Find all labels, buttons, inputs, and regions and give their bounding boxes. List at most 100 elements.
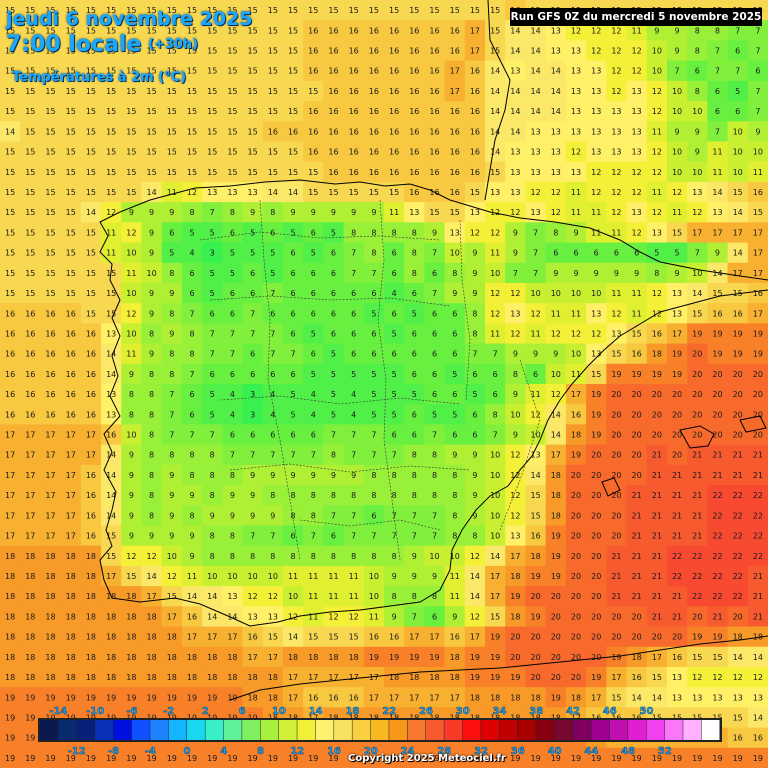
temperature-cell — [444, 444, 466, 466]
temperature-cell — [505, 181, 527, 203]
grid-value: 9 — [230, 511, 235, 520]
grid-value: 13 — [632, 148, 642, 157]
temperature-cell — [141, 161, 163, 183]
grid-value: 13 — [510, 532, 520, 541]
grid-value: 8 — [149, 329, 154, 338]
grid-value: 7 — [392, 532, 397, 541]
temperature-cell — [0, 404, 21, 426]
grid-value: 7 — [533, 249, 538, 258]
grid-value: 6 — [432, 269, 437, 278]
grid-value: 20 — [753, 370, 763, 379]
temperature-cell — [40, 60, 62, 82]
grid-value: 17 — [66, 511, 76, 520]
temperature-cell — [242, 444, 264, 466]
grid-value: 16 — [450, 26, 460, 35]
grid-value: 17 — [652, 653, 662, 662]
temperature-cell — [222, 40, 244, 62]
temperature-cell — [141, 40, 163, 62]
temperature-cell — [626, 282, 648, 304]
temperature-cell — [606, 323, 628, 345]
grid-value: 18 — [167, 633, 177, 642]
grid-value: 12 — [510, 289, 520, 298]
temperature-cell — [444, 384, 466, 405]
temperature-cell — [424, 384, 446, 405]
temperature-cell — [586, 60, 607, 82]
temperature-cell — [424, 161, 446, 183]
grid-value: 8 — [291, 511, 296, 520]
grid-value: 16 — [530, 532, 540, 541]
legend-color-scale — [40, 720, 720, 740]
grid-value: 9 — [472, 269, 477, 278]
temperature-cell — [343, 202, 365, 223]
grid-value: 7 — [270, 350, 275, 359]
temperature-cell — [323, 343, 345, 365]
grid-value: 18 — [450, 673, 460, 682]
temperature-cell — [222, 242, 244, 264]
grid-value: 15 — [429, 208, 439, 217]
grid-value: 17 — [753, 309, 763, 318]
temperature-cell — [384, 121, 405, 143]
grid-value: 18 — [551, 471, 561, 480]
temperature-cell — [444, 202, 466, 223]
temperature-cell — [303, 424, 324, 446]
grid-value: 16 — [389, 107, 399, 116]
grid-value: 9 — [189, 491, 194, 500]
grid-value: 15 — [490, 612, 500, 621]
temperature-cell — [505, 101, 527, 122]
grid-value: 20 — [712, 390, 722, 399]
temperature-cell — [606, 80, 628, 102]
temperature-cell — [707, 181, 729, 203]
temperature-cell — [666, 282, 688, 304]
model-run-label: Run GFS 0Z du mercredi 5 novembre 2025 — [510, 8, 762, 26]
grid-value: 9 — [270, 511, 275, 520]
grid-value: 21 — [672, 491, 682, 500]
temperature-cell — [586, 323, 607, 345]
grid-value: 6 — [371, 289, 376, 298]
grid-value: 20 — [591, 633, 601, 642]
temperature-cell — [525, 323, 547, 345]
temperature-cell — [60, 20, 82, 42]
grid-value: 21 — [632, 552, 642, 561]
grid-value: 9 — [129, 208, 134, 217]
temperature-cell — [60, 404, 82, 426]
temperature-cell — [606, 282, 628, 304]
temperature-cell — [101, 343, 122, 365]
temperature-cell — [181, 444, 203, 466]
grid-value: 15 — [369, 188, 379, 197]
temperature-cell — [464, 363, 486, 385]
grid-value: 7 — [432, 431, 437, 440]
grid-value: 13 — [712, 693, 722, 702]
temperature-cell — [404, 464, 426, 486]
legend-swatch — [168, 720, 187, 740]
temperature-cell — [222, 202, 244, 223]
grid-value: 17 — [25, 431, 35, 440]
grid-value: 18 — [66, 653, 76, 662]
grid-value: 18 — [106, 653, 116, 662]
temperature-cell — [262, 0, 284, 21]
grid-value: 16 — [409, 47, 419, 56]
grid-value: 6 — [614, 249, 619, 258]
grid-value: 16 — [5, 410, 15, 419]
grid-value: 22 — [753, 491, 763, 500]
grid-value: 15 — [470, 6, 480, 15]
grid-value: 6 — [331, 329, 336, 338]
grid-value: 18 — [66, 572, 76, 581]
temperature-cell — [606, 181, 628, 203]
temperature-cell — [606, 404, 628, 426]
temperature-cell — [384, 80, 405, 102]
temperature-cell — [687, 40, 708, 62]
grid-value: 9 — [169, 532, 174, 541]
temperature-cell — [485, 262, 506, 284]
temperature-cell — [222, 303, 244, 324]
legend-swatch — [95, 720, 114, 740]
temperature-cell — [121, 141, 143, 163]
temperature-cell — [424, 141, 446, 163]
grid-value: 15 — [106, 168, 116, 177]
grid-value: 9 — [169, 289, 174, 298]
temperature-cell — [727, 181, 749, 203]
temperature-cell — [727, 485, 749, 506]
temperature-cell — [181, 80, 203, 102]
grid-value: 11 — [611, 228, 621, 237]
temperature-cell — [60, 141, 82, 163]
grid-value: 10 — [551, 370, 561, 379]
